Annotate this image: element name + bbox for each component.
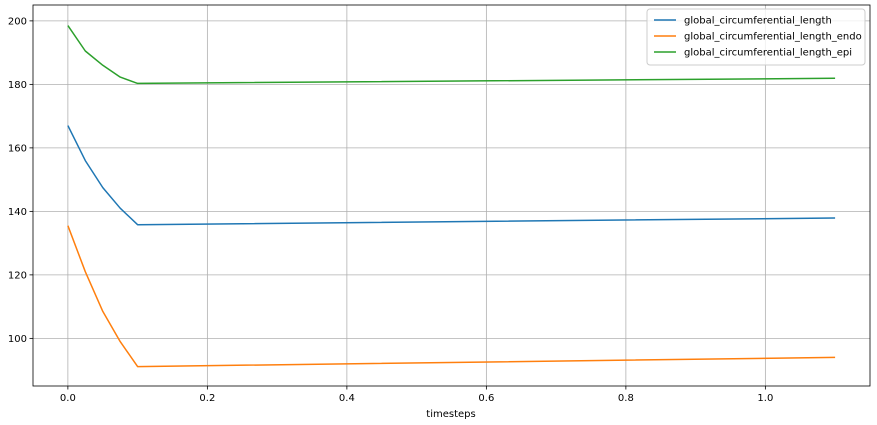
y-tick-label: 180 (8, 80, 27, 91)
legend-label-1: global_circumferential_length (684, 16, 832, 27)
x-tick-label: 1.0 (757, 393, 773, 404)
plot-area (33, 5, 870, 386)
legend-label-3: global_circumferential_length_epi (684, 48, 852, 59)
x-tick-label: 0.8 (618, 393, 634, 404)
x-axis-label: timesteps (426, 409, 475, 420)
series-line-2 (67, 225, 836, 368)
y-tick-label: 160 (8, 143, 27, 154)
series-line-3 (67, 25, 836, 85)
y-tick-label: 140 (8, 207, 27, 218)
x-tick-label: 0.2 (199, 393, 215, 404)
legend-label-2: global_circumferential_length_endo (684, 32, 862, 43)
series-line-1 (67, 125, 836, 226)
x-axis-ticks: 0.0 0.2 0.4 0.6 0.8 1.0 (60, 386, 773, 404)
legend-box (646, 8, 866, 66)
y-axis-ticks: 100 120 140 160 180 200 (8, 16, 33, 345)
x-tick-label: 0.4 (339, 393, 355, 404)
y-tick-label: 200 (8, 16, 27, 27)
x-tick-label: 0.6 (478, 393, 494, 404)
plot-frame (32, 4, 871, 387)
grid (33, 5, 870, 386)
y-tick-label: 120 (8, 270, 27, 281)
legend: global_circumferential_length global_circ… (646, 8, 866, 66)
y-tick-label: 100 (8, 334, 27, 345)
series-lines (67, 25, 836, 368)
x-tick-label: 0.0 (60, 393, 76, 404)
